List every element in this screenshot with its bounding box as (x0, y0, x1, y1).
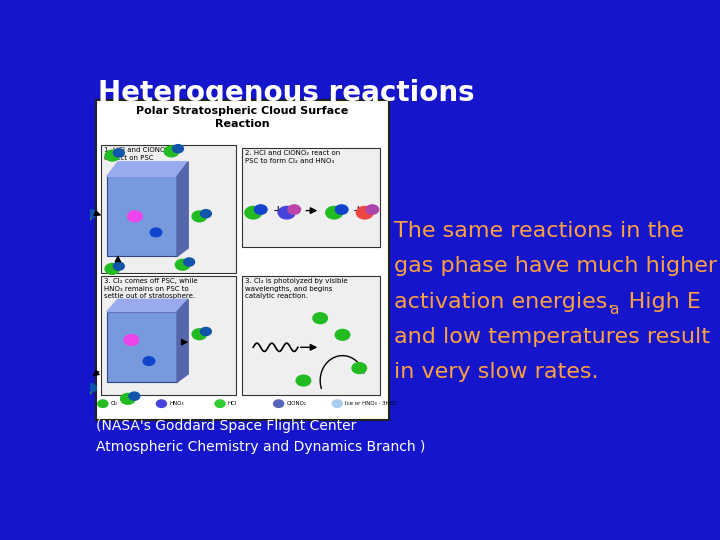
Circle shape (105, 150, 120, 161)
FancyBboxPatch shape (242, 148, 379, 247)
Text: activation energies.  High E: activation energies. High E (394, 292, 701, 312)
Text: 3. Cl₂ is photolyzed by visible
wavelengths, and begins
catalytic reaction.: 3. Cl₂ is photolyzed by visible waveleng… (245, 278, 348, 299)
Circle shape (366, 205, 379, 214)
Circle shape (164, 146, 179, 157)
Text: 3. Cl₂ comes off PSC, while
HNO₃ remains on PSC to
settle out of stratosphere.: 3. Cl₂ comes off PSC, while HNO₃ remains… (104, 278, 197, 299)
Circle shape (313, 313, 328, 323)
Circle shape (274, 400, 284, 407)
Circle shape (200, 210, 212, 218)
Text: in very slow rates.: in very slow rates. (394, 362, 598, 382)
Text: (NASA's Goddard Space Flight Center: (NASA's Goddard Space Flight Center (96, 419, 356, 433)
Circle shape (215, 400, 225, 407)
Circle shape (98, 400, 108, 407)
Circle shape (192, 211, 207, 222)
Text: +: + (353, 204, 363, 217)
Circle shape (245, 206, 261, 219)
Text: +: + (273, 204, 284, 217)
Text: 2. HCl and ClONO₂ react on
PSC to form Cl₂ and HNO₃: 2. HCl and ClONO₂ react on PSC to form C… (245, 150, 340, 164)
Circle shape (127, 211, 142, 222)
Text: Heterogenous reactions: Heterogenous reactions (99, 79, 475, 107)
Circle shape (77, 385, 91, 396)
Circle shape (336, 205, 348, 214)
Text: HCl: HCl (228, 401, 237, 406)
Text: gas phase have much higher: gas phase have much higher (394, 256, 717, 276)
Polygon shape (107, 299, 188, 312)
Text: Ice or HNO₃ · 3H₂O: Ice or HNO₃ · 3H₂O (345, 401, 396, 406)
Circle shape (352, 363, 366, 374)
Circle shape (200, 327, 212, 335)
FancyBboxPatch shape (242, 276, 379, 395)
Circle shape (336, 329, 350, 340)
Circle shape (184, 258, 194, 266)
Circle shape (176, 259, 190, 270)
Polygon shape (107, 162, 188, 177)
Text: The same reactions in the: The same reactions in the (394, 221, 684, 241)
Circle shape (143, 357, 155, 366)
FancyBboxPatch shape (101, 145, 236, 273)
Circle shape (129, 392, 140, 400)
Text: and low temperatures result: and low temperatures result (394, 327, 710, 347)
Text: a: a (609, 302, 618, 317)
Circle shape (288, 205, 300, 214)
Text: Polar Stratospheric Cloud Surface
Reaction: Polar Stratospheric Cloud Surface Reacti… (136, 106, 348, 129)
Text: Cl₂: Cl₂ (111, 401, 118, 406)
Text: Atmospheric Chemistry and Dynamics Branch ): Atmospheric Chemistry and Dynamics Branc… (96, 440, 425, 454)
Circle shape (332, 400, 342, 407)
Circle shape (325, 206, 343, 219)
Text: HNO₃: HNO₃ (169, 401, 184, 406)
Circle shape (150, 228, 162, 237)
Circle shape (192, 329, 207, 340)
Circle shape (114, 262, 125, 270)
Circle shape (156, 400, 166, 407)
Circle shape (86, 384, 96, 392)
Circle shape (120, 394, 135, 404)
FancyBboxPatch shape (96, 100, 389, 420)
Circle shape (356, 206, 373, 219)
Circle shape (86, 210, 96, 218)
Polygon shape (177, 162, 188, 256)
FancyBboxPatch shape (107, 177, 177, 256)
Polygon shape (177, 299, 188, 382)
Text: ClONO₂: ClONO₂ (287, 401, 307, 406)
FancyBboxPatch shape (101, 276, 236, 395)
FancyBboxPatch shape (90, 65, 648, 98)
Circle shape (77, 211, 91, 222)
Circle shape (279, 206, 295, 219)
Circle shape (254, 205, 267, 214)
Circle shape (296, 375, 311, 386)
Circle shape (124, 335, 139, 346)
Circle shape (114, 149, 125, 157)
Text: 1. HCl and ClONO₂
collect on PSC: 1. HCl and ClONO₂ collect on PSC (104, 147, 168, 160)
Circle shape (173, 145, 184, 153)
Circle shape (105, 264, 120, 274)
FancyBboxPatch shape (107, 312, 177, 382)
